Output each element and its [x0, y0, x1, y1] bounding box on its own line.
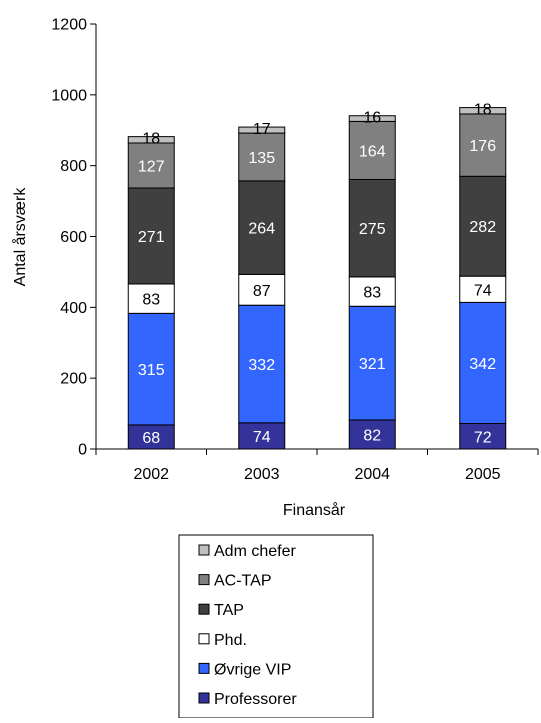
legend-label: Adm chefer — [214, 543, 296, 560]
data-label-ac-tap-2002: 127 — [138, 158, 165, 175]
bar-segment-adm-chefer-2002 — [127, 136, 175, 144]
bar-stack-2004: 82 321 83 275 164 16 — [348, 110, 396, 450]
bar-segment-adm-chefer-2004 — [348, 115, 396, 122]
data-label-ovrige-vip-2005: 342 — [469, 356, 496, 373]
x-axis-title: Finansår — [283, 501, 346, 519]
y-tick-label: 1000 — [51, 87, 87, 104]
y-axis-title: Antal årsværk — [11, 187, 29, 287]
x-tick-label-2004: 2004 — [354, 466, 390, 483]
data-label-phd-2005: 74 — [474, 282, 492, 299]
data-label-adm-chefer-2002: 18 — [142, 131, 160, 148]
data-label-ac-tap-2003: 135 — [248, 150, 275, 167]
data-label-professorer-2003: 74 — [253, 429, 271, 446]
bars-layer: 68 315 83 271 127 18 74 332 87 264 135 17 82 321 83 275… — [127, 102, 507, 450]
legend-items: Adm chefer AC-TAP TAP Phd. Øvrige VIP Profess… — [198, 543, 297, 708]
bar-segment-phd-2005 — [459, 275, 507, 303]
bar-segment-tap-2004 — [348, 178, 396, 278]
bar-segment-professorer-2005 — [459, 423, 507, 450]
data-label-phd-2002: 83 — [142, 292, 160, 309]
x-tick-label-2003: 2003 — [244, 466, 280, 483]
y-tick-label: 1200 — [51, 17, 87, 34]
legend-label: Øvrige VIP — [214, 661, 291, 678]
data-label-ovrige-vip-2004: 321 — [359, 356, 386, 373]
legend-item-tap: TAP — [198, 602, 244, 619]
data-label-professorer-2004: 82 — [363, 427, 381, 444]
data-label-phd-2003: 87 — [253, 283, 271, 300]
legend-swatch — [198, 692, 210, 704]
legend-label: TAP — [214, 602, 244, 619]
bar-segment-ac-tap-2002 — [127, 142, 175, 189]
data-label-professorer-2005: 72 — [474, 429, 492, 446]
legend-item-professorer: Professorer — [198, 691, 297, 708]
legend-item-adm-chefer: Adm chefer — [198, 543, 296, 560]
legend-item-phd: Phd. — [198, 632, 247, 649]
bar-segment-professorer-2003 — [238, 422, 286, 450]
data-label-ovrige-vip-2002: 315 — [138, 362, 165, 379]
data-label-ovrige-vip-2003: 332 — [248, 357, 275, 374]
bar-segment-ovrige-vip-2005 — [459, 301, 507, 424]
legend-item-ovrige-vip: Øvrige VIP — [198, 661, 291, 678]
x-tick-label-2002: 2002 — [133, 466, 169, 483]
data-label-professorer-2002: 68 — [142, 430, 160, 447]
y-tick-label: 200 — [60, 371, 87, 388]
bar-segment-phd-2003 — [238, 273, 286, 306]
bar-segment-professorer-2002 — [127, 424, 175, 450]
bar-stack-2003: 74 332 87 264 135 17 — [238, 121, 286, 450]
bar-stack-2002: 68 315 83 271 127 18 — [127, 131, 175, 450]
bar-segment-ac-tap-2004 — [348, 120, 396, 180]
bar-segment-adm-chefer-2003 — [238, 126, 286, 134]
data-label-tap-2002: 271 — [138, 229, 165, 246]
data-label-tap-2005: 282 — [469, 219, 496, 236]
bar-segment-ovrige-vip-2003 — [238, 304, 286, 424]
bar-segment-ovrige-vip-2002 — [127, 312, 175, 426]
data-label-adm-chefer-2004: 16 — [363, 110, 381, 127]
y-tick-label: 400 — [60, 300, 87, 317]
legend: Adm chefer AC-TAP TAP Phd. Øvrige VIP Profess… — [178, 534, 374, 719]
legend-label: AC-TAP — [214, 573, 271, 590]
legend-swatch — [198, 544, 210, 556]
legend-label: Phd. — [214, 632, 247, 649]
bar-stack-2005: 72 342 74 282 176 18 — [459, 102, 507, 450]
legend-swatch — [198, 633, 210, 645]
legend-box — [178, 534, 374, 719]
x-ticks: 2002 2003 2004 2005 — [95, 449, 539, 483]
data-label-tap-2004: 275 — [359, 221, 386, 238]
x-tick-label-2005: 2005 — [465, 466, 501, 483]
bar-segment-ovrige-vip-2004 — [348, 305, 396, 421]
data-label-adm-chefer-2003: 17 — [253, 121, 271, 138]
legend-swatch — [198, 574, 210, 586]
y-tick-label: 0 — [78, 442, 87, 459]
y-ticks: 0 200 400 600 800 1000 1200 — [51, 17, 96, 459]
bar-segment-adm-chefer-2005 — [459, 107, 507, 115]
legend-label: Professorer — [214, 691, 297, 708]
bar-segment-tap-2003 — [238, 180, 286, 275]
bar-segment-phd-2004 — [348, 276, 396, 307]
legend-swatch — [198, 662, 210, 674]
bar-segment-ac-tap-2005 — [459, 113, 507, 177]
legend-item-ac-tap: AC-TAP — [198, 573, 271, 590]
bar-segment-tap-2005 — [459, 175, 507, 277]
data-label-adm-chefer-2005: 18 — [474, 102, 492, 119]
bar-segment-tap-2002 — [127, 187, 175, 285]
y-tick-label: 800 — [60, 158, 87, 175]
legend-swatch — [198, 603, 210, 615]
data-label-phd-2004: 83 — [363, 285, 381, 302]
data-label-tap-2003: 264 — [248, 221, 275, 238]
data-label-ac-tap-2004: 164 — [359, 143, 386, 160]
data-label-ac-tap-2005: 176 — [469, 138, 496, 155]
y-tick-label: 600 — [60, 229, 87, 246]
